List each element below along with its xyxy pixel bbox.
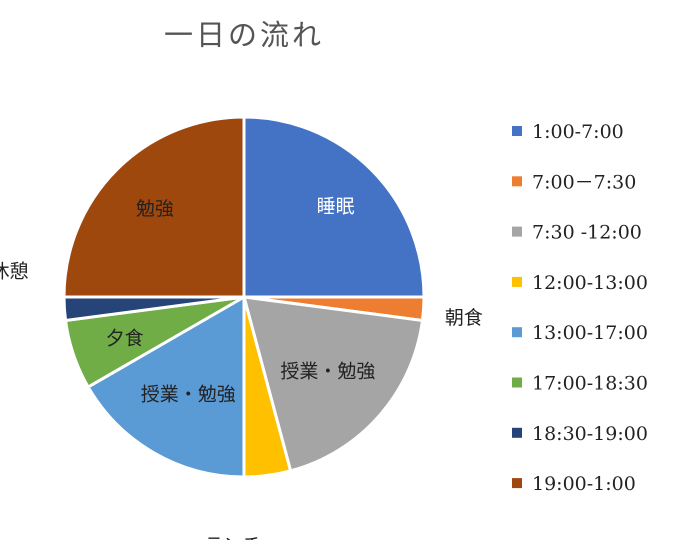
legend-label-7: 18:30-19:00	[532, 423, 648, 445]
legend-label-6: 17:00-18:30	[532, 373, 648, 395]
slice-label-2: 朝食	[445, 307, 483, 329]
legend-label-1: 1:00-7:00	[532, 121, 624, 143]
legend-swatch-6	[512, 377, 522, 388]
pie-slice-5	[86, 294, 246, 479]
legend-swatch-7	[512, 427, 522, 438]
pie-slice-3	[241, 295, 425, 473]
legend-swatch-4	[512, 276, 522, 287]
legend-label-8: 19:00-1:00	[532, 473, 636, 495]
legend: 1:00-7:00 7:00－7:30 7:30 -12:00 12:00-13:00…	[512, 121, 648, 495]
chart-title: 一日の流れ	[164, 18, 324, 52]
legend-label-4: 12:00-13:00	[532, 272, 648, 294]
legend-swatch-1	[512, 126, 522, 136]
slice-label-3: 授業・勉強	[280, 361, 375, 383]
pie-slices	[62, 115, 426, 479]
legend-swatch-8	[512, 478, 522, 489]
pie-slice-8	[62, 115, 246, 299]
legend-label-2: 7:00－7:30	[532, 171, 636, 193]
legend-label-3: 7:30 -12:00	[532, 222, 642, 244]
slice-label-5: 授業・勉強	[141, 384, 236, 406]
legend-swatch-5	[512, 327, 522, 338]
slice-label-4: ランチ	[204, 535, 261, 540]
legend-swatch-2	[512, 176, 522, 187]
legend-label-5: 13:00-17:00	[532, 322, 648, 344]
slice-label-7: 休憩	[0, 261, 28, 283]
pie-slice-1	[242, 115, 426, 299]
legend-swatch-3	[512, 226, 522, 237]
slice-label-1: 睡眠	[317, 195, 355, 217]
slice-label-6: 夕食	[106, 328, 144, 350]
slice-label-8: 勉強	[136, 198, 174, 220]
